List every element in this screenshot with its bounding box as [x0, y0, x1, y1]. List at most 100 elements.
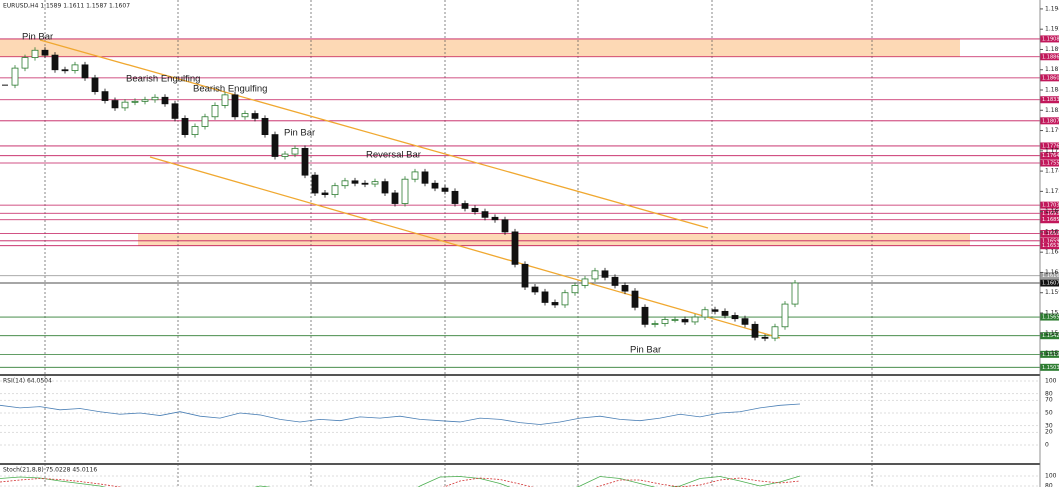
- zone: [138, 233, 970, 246]
- level-label: 1.1565: [1042, 315, 1059, 321]
- candle: [541, 291, 549, 303]
- zones: [0, 38, 970, 246]
- level-tag: [1040, 159, 1059, 167]
- y-tick-label: 50: [1045, 410, 1053, 417]
- y-tick-label: 1.1795: [1045, 127, 1059, 134]
- level-tag: [1040, 53, 1059, 61]
- y-tick-label: 1.1645: [1045, 249, 1059, 256]
- pattern-label: Pin Bar: [630, 345, 661, 356]
- candle: [121, 101, 129, 109]
- candle: [231, 94, 239, 118]
- candle: [661, 319, 669, 324]
- rsi-header: RSI(14) 64.0504: [3, 378, 52, 385]
- candle: [111, 100, 119, 109]
- candle: [531, 286, 539, 293]
- level-tag: [1040, 117, 1059, 125]
- level-tag: [1040, 313, 1059, 321]
- candle: [761, 336, 769, 339]
- trend-lines: [39, 39, 781, 339]
- candle: [671, 319, 679, 321]
- pattern-label: Bearish Engulfing: [126, 74, 200, 85]
- trend-line: [39, 39, 709, 229]
- candle: [301, 147, 309, 176]
- candle: [501, 219, 509, 233]
- candle: [101, 91, 109, 101]
- candle: [741, 318, 749, 325]
- candle: [141, 99, 149, 102]
- candle: [351, 180, 359, 184]
- candle: [331, 185, 339, 196]
- candle: [261, 117, 269, 136]
- y-tick-label: 1.1620: [1045, 269, 1059, 276]
- candle: [391, 192, 399, 204]
- y-tick-label: 70: [1045, 397, 1053, 404]
- price-header: EURUSD,H4 1.1589 1.1611 1.1587 1.1607: [3, 3, 130, 10]
- y-tick-label: 20: [1045, 429, 1053, 436]
- level-tag: [1040, 230, 1059, 238]
- level-tag: [1040, 152, 1059, 160]
- trend-line: [149, 156, 781, 339]
- level-label: 1.1659: [1042, 238, 1059, 244]
- candle: [461, 203, 469, 209]
- candle: [621, 285, 629, 292]
- candle: [181, 117, 189, 136]
- candle: [481, 211, 489, 218]
- candle: [341, 180, 349, 187]
- candle: [81, 64, 89, 79]
- y-tick-label: 1.1945: [1045, 5, 1059, 12]
- candle: [31, 49, 39, 58]
- candle: [751, 323, 759, 338]
- y-tick-label: 100: [1045, 378, 1057, 385]
- pattern-label: Reversal Bar: [366, 150, 421, 161]
- candle: [781, 303, 789, 328]
- time-grid: [44, 0, 873, 487]
- candle: [581, 278, 589, 286]
- y-tick-label: 100: [1045, 473, 1057, 480]
- level-label: 1.1542: [1042, 333, 1059, 339]
- candle: [371, 181, 379, 185]
- y-tick-label: 80: [1045, 390, 1053, 397]
- pattern-label: Pin Bar: [284, 128, 315, 139]
- candle: [421, 171, 429, 184]
- level-tag: [1040, 96, 1059, 104]
- candle: [631, 290, 639, 308]
- level-tag: [1040, 237, 1059, 245]
- y-tick-label: 1.1570: [1045, 309, 1059, 316]
- candle: [561, 292, 569, 306]
- candle: [711, 309, 719, 312]
- candle: [151, 96, 159, 101]
- candle: [211, 105, 219, 118]
- candle: [701, 309, 709, 318]
- y-tick-label: 1.1545: [1045, 330, 1059, 337]
- y-tick-label: 1.1720: [1045, 188, 1059, 195]
- level-label: 1.1703: [1042, 203, 1059, 209]
- stoch-header: Stoch(21,8,8) 75.0228 45.0116: [3, 467, 97, 474]
- level-label: 1.1607: [1042, 280, 1059, 286]
- candle: [271, 134, 279, 157]
- level-label: 1.1833: [1042, 97, 1059, 103]
- candle: [291, 147, 299, 155]
- y-tick-label: 1.1670: [1045, 228, 1059, 235]
- level-label: 1.1807: [1042, 118, 1059, 124]
- candle: [321, 192, 329, 196]
- y-tick-label: 0: [1045, 442, 1049, 449]
- candle: [641, 306, 649, 325]
- candle: [251, 113, 259, 119]
- candles: [2, 47, 799, 342]
- candle: [51, 54, 59, 71]
- candle: [401, 178, 409, 204]
- level-tag: [1040, 209, 1059, 217]
- candle: [361, 182, 369, 185]
- candle: [451, 190, 459, 204]
- candle: [731, 315, 739, 320]
- y-tick-label: 1.1520: [1045, 350, 1059, 357]
- level-tag: [1040, 74, 1059, 82]
- levels: 1.19081.18861.18601.18331.18071.17761.17…: [0, 35, 1059, 371]
- y-tick-label: 30: [1045, 422, 1053, 429]
- indicator-line: [0, 403, 801, 425]
- candle: [611, 276, 619, 286]
- y-tick-label: 1.1695: [1045, 208, 1059, 215]
- y-tick-label: 1.1845: [1045, 87, 1059, 94]
